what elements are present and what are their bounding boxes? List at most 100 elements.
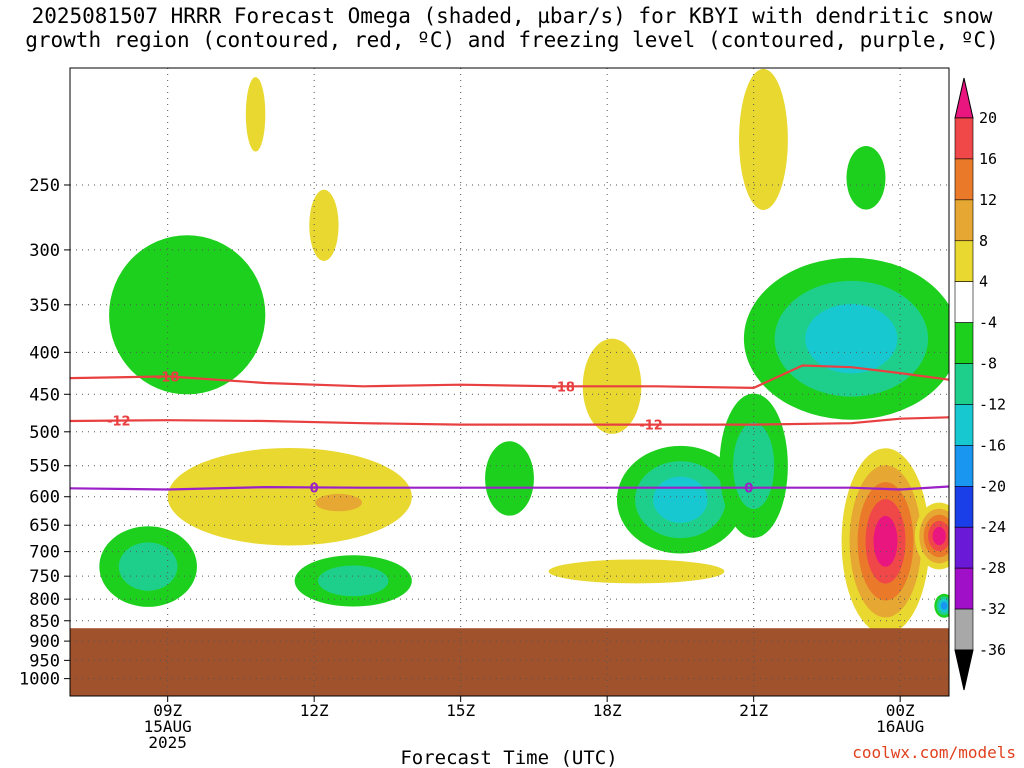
colorbar-label: 8 (979, 232, 988, 250)
colorbar-label: -16 (979, 436, 1006, 454)
colorbar-swatch (954, 526, 974, 569)
omega-shade (548, 559, 725, 584)
y-tick-label: 250 (29, 176, 60, 196)
x-tick-label: 16AUG (876, 717, 924, 736)
colorbar-swatch (954, 567, 974, 610)
omega-shade (315, 493, 363, 512)
x-tick-label: 09Z (153, 701, 182, 720)
omega-feature (934, 593, 949, 618)
colorbar-label: 12 (979, 191, 997, 209)
y-tick-label: 950 (29, 651, 60, 671)
colorbar-label: -12 (979, 395, 1006, 413)
colorbar-label: -24 (979, 518, 1006, 536)
omega-shade (653, 476, 708, 523)
x-tick-label: 00Z (886, 701, 915, 720)
x-tick-label: 12Z (300, 701, 329, 720)
y-axis-ticks: 2503003504004505005506006507007508008509… (19, 176, 70, 690)
y-tick-label: 700 (29, 543, 60, 563)
y-tick-label: 350 (29, 296, 60, 316)
omega-shade (846, 145, 886, 210)
omega-shade (739, 68, 788, 211)
omega-shade (309, 189, 339, 261)
omega-shade (167, 447, 412, 546)
colorbar: 20 16 12 8 4 -4 -8 -12 -16 -20 -24 -28 -32 -36 (954, 77, 1006, 691)
omega-feature (548, 559, 725, 584)
ground-fill (70, 628, 949, 696)
colorbar-swatch (954, 322, 974, 364)
omega-feature (841, 448, 930, 635)
omega-feature (846, 145, 886, 210)
colorbar-swatch (954, 199, 974, 242)
colorbar-swatch (954, 486, 974, 528)
y-tick-label: 600 (29, 488, 60, 508)
omega-shade (118, 542, 178, 591)
y-tick-label: 450 (29, 385, 60, 405)
contour-label: -12 (107, 415, 131, 430)
contour-line (70, 416, 949, 426)
colorbar-top-arrow (954, 77, 974, 119)
omega-feature (739, 68, 788, 211)
contour-label: -18 (551, 380, 575, 395)
omega-feature (245, 77, 266, 152)
colorbar-swatch (954, 281, 974, 323)
grid-lines (70, 68, 949, 696)
omega-shade (318, 565, 389, 597)
omega-feature (309, 189, 339, 261)
y-tick-label: 400 (29, 343, 60, 363)
y-tick-label: 650 (29, 516, 60, 536)
x-axis-label: Forecast Time (UTC) (400, 747, 617, 768)
contour-line (70, 364, 949, 390)
omega-shade (485, 441, 534, 516)
y-tick-label: 1000 (19, 670, 60, 690)
plot-frame (69, 67, 950, 697)
omega-feature (299, 488, 378, 518)
chart-title-line1: 2025081507 HRRR Forecast Omega (shaded, … (31, 4, 993, 28)
omega-feature (743, 257, 949, 420)
colorbar-label: -28 (979, 559, 1006, 577)
contour-label: 0 (744, 482, 753, 497)
colorbar-swatch (954, 240, 974, 282)
omega-shade (109, 235, 266, 395)
colorbar-label: 20 (979, 109, 997, 127)
colorbar-swatch (954, 445, 974, 487)
x-tick-label: 18Z (593, 701, 622, 720)
omega-shading (99, 68, 949, 635)
omega-feature (109, 235, 266, 395)
y-tick-label: 500 (29, 423, 60, 443)
omega-feature (719, 393, 788, 538)
colorbar-swatch (954, 363, 974, 405)
x-tick-label: 15AUG (144, 717, 192, 736)
colorbar-label: -4 (979, 314, 997, 332)
colorbar-swatch (954, 608, 974, 651)
y-tick-label: 800 (29, 590, 60, 610)
colorbar-label: -36 (979, 641, 1006, 659)
colorbar-label: -8 (979, 355, 997, 373)
contour--18: -18 -18 (70, 364, 949, 395)
omega-feature (167, 447, 412, 546)
y-tick-label: 300 (29, 241, 60, 261)
credit-text: coolwx.com/models (852, 743, 1016, 762)
colorbar-label: -32 (979, 600, 1006, 618)
colorbar-label: 16 (979, 150, 997, 168)
contour-label: -18 (156, 370, 180, 385)
omega-feature (99, 526, 197, 607)
omega-shade (245, 77, 266, 152)
x-tick-label: 21Z (739, 701, 768, 720)
colorbar-label: 4 (979, 273, 988, 291)
omega-feature (914, 502, 949, 570)
omega-shade (805, 304, 898, 374)
colorbar-swatch (954, 158, 974, 201)
y-tick-label: 750 (29, 567, 60, 587)
contour-label: -12 (639, 419, 663, 434)
contour--12: -12 -12 (70, 415, 949, 434)
x-tick-label: 2025 (148, 733, 187, 752)
y-tick-label: 550 (29, 457, 60, 477)
y-tick-label: 900 (29, 632, 60, 652)
omega-shade (873, 515, 898, 567)
colorbar-label: -20 (979, 477, 1006, 495)
colorbar-bottom-arrow (954, 649, 974, 691)
temperature-contours: -18-18-12 -120 0 (70, 364, 949, 497)
contour-label: 0 (310, 481, 319, 496)
